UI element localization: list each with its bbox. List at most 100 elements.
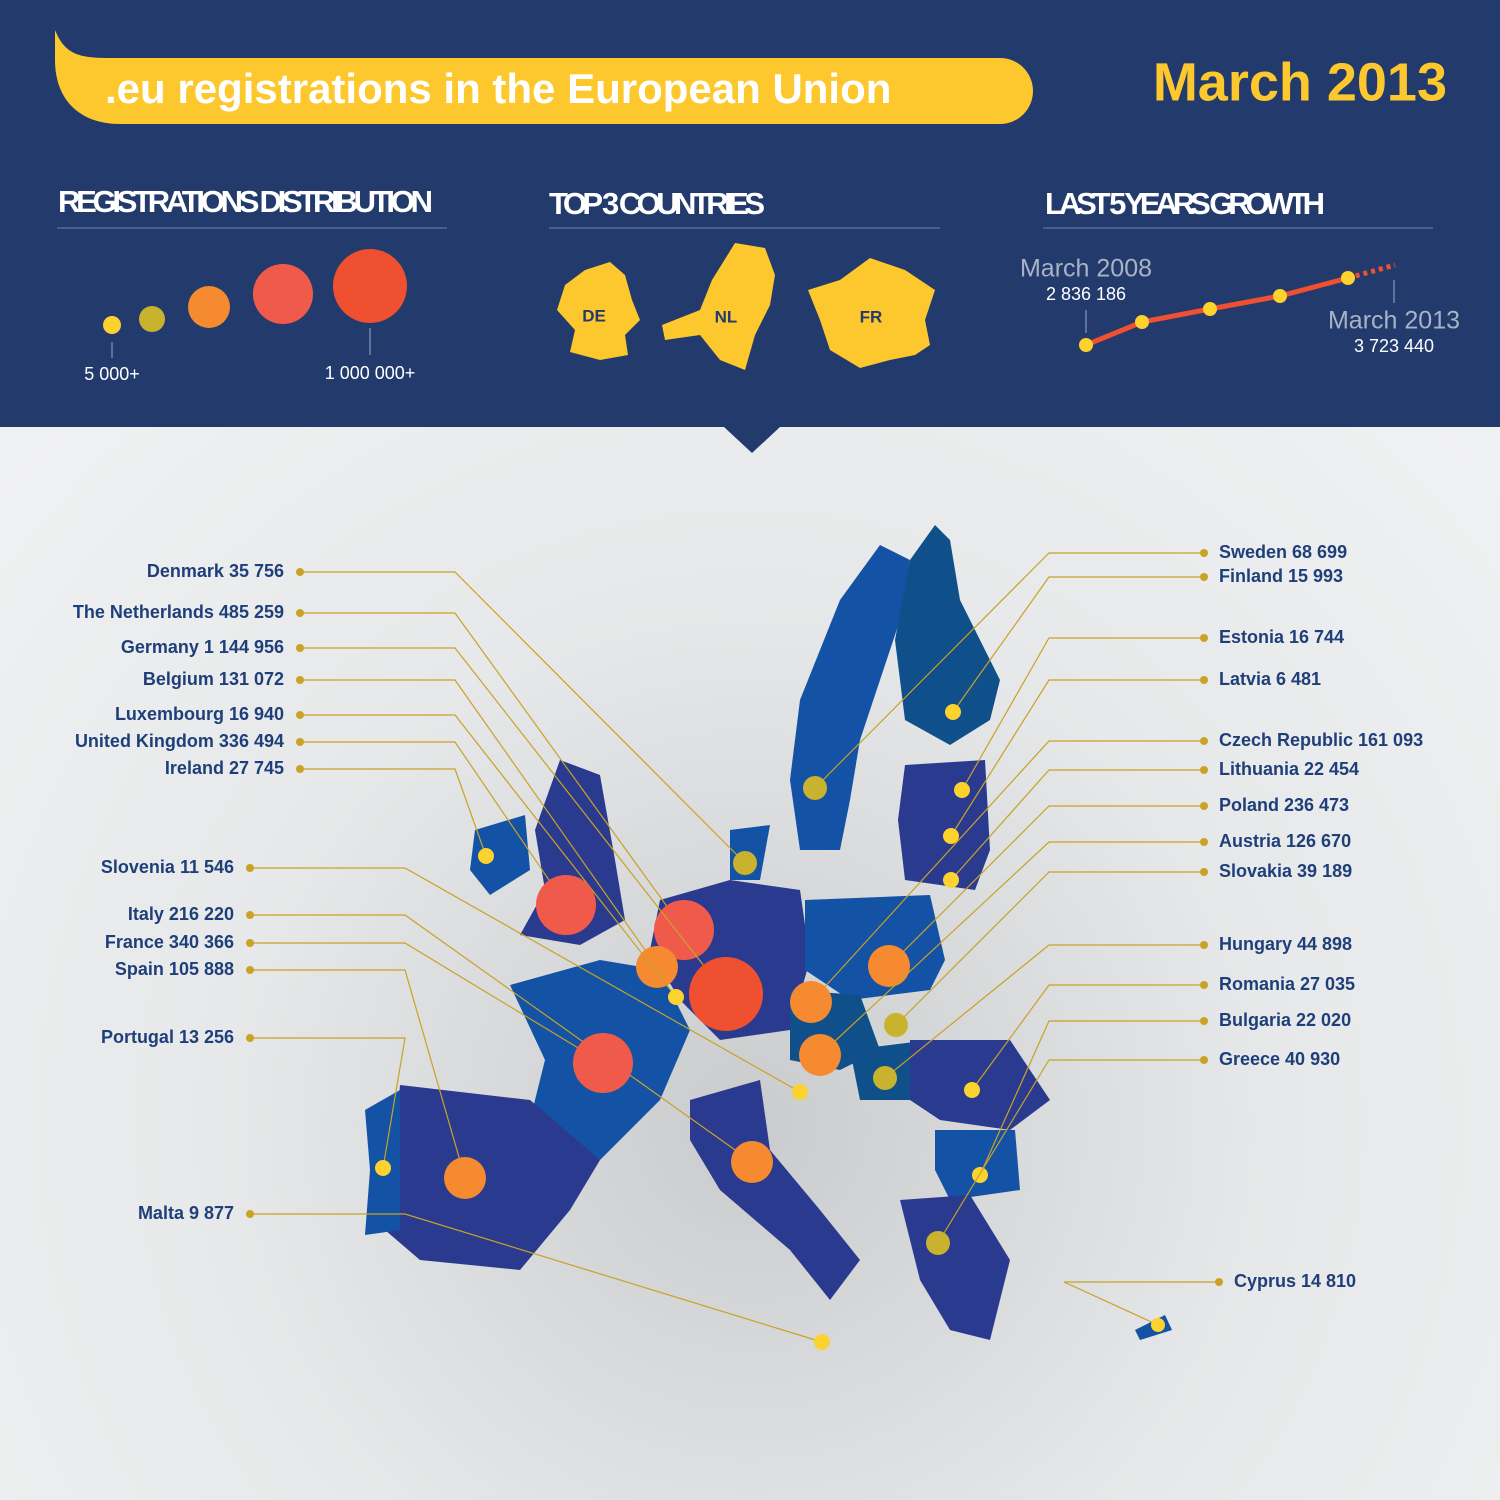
country-label: Greece 40 930	[1219, 1049, 1340, 1069]
legend-bubble	[253, 264, 313, 324]
country-label: Luxembourg 16 940	[115, 704, 284, 724]
leader-dot	[1200, 549, 1208, 557]
leader-dot	[1200, 838, 1208, 846]
leader-dot	[296, 765, 304, 773]
leader-dot	[1200, 737, 1208, 745]
leader-dot	[296, 738, 304, 746]
country-bubble	[654, 900, 714, 960]
legend-bubble	[333, 249, 407, 323]
leader-line	[1063, 1281, 1219, 1326]
section-title: REGISTRATIONS DISTRIBUTION	[58, 184, 433, 219]
leader-dot	[246, 911, 254, 919]
leader-dot	[246, 1034, 254, 1042]
country-label: Slovakia 39 189	[1219, 861, 1352, 881]
region	[935, 1130, 1020, 1200]
leader-dot	[1200, 676, 1208, 684]
growth-start-label: March 2008	[1020, 255, 1152, 283]
leader-dot	[1215, 1278, 1223, 1286]
region	[790, 545, 910, 850]
size-legend: 5 000+ 1 000 000+	[84, 249, 415, 384]
leader-line	[961, 637, 1204, 791]
leader-line	[250, 969, 466, 1179]
region	[895, 525, 1000, 745]
leader-line	[950, 679, 1204, 837]
leader-dot	[1200, 766, 1208, 774]
leader-dot	[296, 676, 304, 684]
leader-line	[952, 576, 1204, 713]
leader-line	[250, 914, 753, 1163]
leader-line	[979, 1020, 1204, 1176]
country-shape	[662, 243, 775, 370]
region	[910, 1040, 1050, 1130]
country-label: Latvia 6 481	[1219, 669, 1321, 689]
country-label: Hungary 44 898	[1219, 934, 1352, 954]
leader-line	[300, 679, 658, 968]
country-label: Poland 236 473	[1219, 795, 1349, 815]
country-label: Lithuania 22 454	[1219, 759, 1359, 779]
leader-line	[810, 740, 1204, 1003]
country-label: Belgium 131 072	[143, 669, 284, 689]
country-bubble	[478, 848, 494, 864]
leader-dot	[1200, 868, 1208, 876]
country-bubble	[954, 782, 970, 798]
country-label: Spain 105 888	[115, 959, 234, 979]
leader-line	[937, 1059, 1204, 1244]
country-shape	[557, 262, 640, 360]
country-bubble	[799, 1034, 841, 1076]
leader-line	[250, 1213, 823, 1343]
country-bubble	[733, 851, 757, 875]
growth-point	[1079, 338, 1093, 352]
growth-end-value: 3 723 440	[1354, 336, 1434, 356]
leader-line	[884, 944, 1204, 1079]
country-bubble	[803, 776, 827, 800]
growth-point	[1273, 289, 1287, 303]
legend-min: 5 000+	[84, 364, 140, 384]
growth-point	[1135, 315, 1149, 329]
leader-dot	[1200, 1017, 1208, 1025]
leader-line	[300, 612, 685, 931]
country-bubble	[731, 1141, 773, 1183]
leader-dot	[296, 711, 304, 719]
leader-line	[300, 768, 487, 857]
leader-dot	[246, 864, 254, 872]
country-bubble	[964, 1082, 980, 1098]
region	[898, 760, 990, 890]
title-pill	[55, 30, 1033, 124]
country-bubble	[792, 1084, 808, 1100]
country-code: DE	[582, 306, 606, 325]
legend-bubble	[103, 316, 121, 334]
country-bubble	[536, 875, 596, 935]
country-shape	[808, 258, 935, 368]
leader-line	[888, 805, 1204, 967]
top-countries: DE NL FR	[557, 243, 935, 370]
country-label: Malta 9 877	[138, 1203, 234, 1223]
country-bubble	[945, 704, 961, 720]
country-bubble	[873, 1066, 897, 1090]
leader-dot	[1200, 802, 1208, 810]
leader-line	[250, 867, 801, 1093]
region	[690, 1080, 860, 1300]
country-bubble	[790, 981, 832, 1023]
region	[470, 815, 530, 895]
country-label: Sweden 68 699	[1219, 542, 1347, 562]
leader-dot	[1200, 981, 1208, 989]
leader-dot	[1200, 941, 1208, 949]
leader-dot	[296, 609, 304, 617]
country-label: Finland 15 993	[1219, 566, 1343, 586]
country-label: Ireland 27 745	[165, 758, 284, 778]
leader-line	[250, 1037, 406, 1169]
leader-dot	[296, 644, 304, 652]
country-bubble	[884, 1013, 908, 1037]
country-label: United Kingdom 336 494	[75, 731, 284, 751]
growth-end-label: March 2013	[1328, 307, 1460, 335]
leader-dot	[1200, 634, 1208, 642]
section-title: TOP 3 COUNTRIES	[549, 186, 765, 221]
growth-projection	[1347, 262, 1396, 281]
legend-bubble	[139, 306, 165, 332]
country-label: Germany 1 144 956	[121, 637, 284, 657]
country-label: Czech Republic 161 093	[1219, 730, 1423, 750]
growth-chart: March 2008 2 836 186 March 2013 3 723 44…	[1020, 255, 1460, 356]
country-label: Slovenia 11 546	[101, 857, 234, 877]
country-bubble	[868, 945, 910, 987]
